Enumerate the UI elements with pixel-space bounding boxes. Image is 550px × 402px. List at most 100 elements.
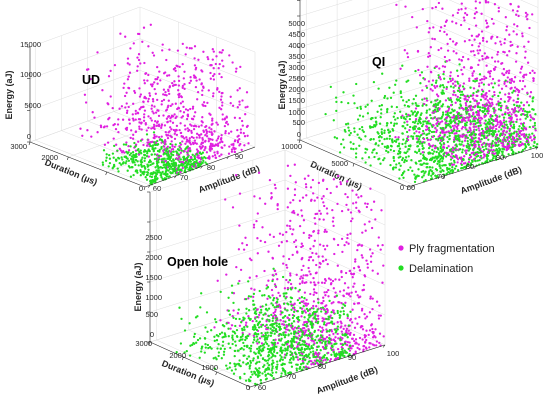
data-point-delamination: [261, 294, 264, 297]
data-point-delamination: [453, 161, 456, 164]
data-point-delamination: [161, 170, 164, 174]
data-point-delamination: [446, 168, 449, 171]
data-point-delamination: [427, 126, 431, 130]
data-point-ply-fragmentation: [466, 108, 470, 112]
data-point-ply-fragmentation: [485, 95, 489, 98]
data-point-ply-fragmentation: [468, 156, 471, 160]
data-point-ply-fragmentation: [310, 360, 313, 363]
data-point-ply-fragmentation: [411, 15, 414, 19]
data-point-delamination: [301, 362, 304, 365]
data-point-ply-fragmentation: [217, 66, 220, 70]
data-point-ply-fragmentation: [496, 116, 499, 119]
data-point-ply-fragmentation: [274, 273, 278, 276]
data-point-ply-fragmentation: [125, 141, 128, 144]
data-point-ply-fragmentation: [181, 62, 184, 66]
data-point-delamination: [499, 101, 502, 105]
data-point-delamination: [155, 157, 158, 160]
data-point-delamination: [492, 156, 495, 160]
data-point-ply-fragmentation: [186, 109, 190, 112]
data-point-ply-fragmentation: [460, 160, 464, 163]
data-point-ply-fragmentation: [166, 120, 169, 124]
data-point-delamination: [263, 346, 266, 349]
data-point-delamination: [256, 315, 259, 319]
data-point-ply-fragmentation: [369, 187, 372, 190]
wall-grid-line: [284, 299, 386, 346]
data-point-ply-fragmentation: [478, 49, 482, 52]
data-point-delamination: [346, 313, 349, 316]
data-point-ply-fragmentation: [244, 324, 248, 327]
data-point-ply-fragmentation: [467, 160, 471, 164]
data-point-ply-fragmentation: [195, 125, 198, 128]
data-point-ply-fragmentation: [345, 292, 348, 295]
data-point-delamination: [483, 134, 486, 137]
data-point-delamination: [244, 297, 248, 301]
data-point-ply-fragmentation: [454, 154, 458, 157]
data-point-delamination: [461, 93, 464, 96]
data-point-delamination: [191, 343, 194, 347]
data-point-delamination: [281, 311, 284, 314]
data-point-delamination: [529, 146, 532, 149]
data-point-delamination: [414, 101, 417, 105]
data-point-ply-fragmentation: [348, 341, 351, 344]
data-point-ply-fragmentation: [150, 107, 153, 110]
data-point-delamination: [422, 174, 425, 177]
data-point-ply-fragmentation: [101, 89, 104, 92]
data-point-delamination: [527, 104, 531, 107]
data-point-delamination: [139, 160, 142, 163]
data-point-delamination: [375, 123, 378, 126]
data-point-delamination: [426, 165, 429, 169]
data-point-delamination: [523, 110, 527, 113]
data-point-ply-fragmentation: [443, 55, 447, 59]
data-point-delamination: [243, 328, 246, 331]
data-point-delamination: [286, 302, 289, 305]
data-point-delamination: [497, 137, 500, 140]
data-point-ply-fragmentation: [376, 244, 380, 247]
data-point-delamination: [231, 342, 234, 346]
data-point-delamination: [499, 104, 503, 108]
data-point-ply-fragmentation: [463, 97, 466, 100]
data-point-ply-fragmentation: [474, 117, 478, 120]
data-point-delamination: [383, 131, 386, 135]
data-point-delamination: [466, 142, 470, 145]
data-point-delamination: [477, 154, 480, 158]
data-point-ply-fragmentation: [444, 110, 448, 113]
data-point-delamination: [247, 317, 250, 320]
data-point-delamination: [336, 325, 340, 328]
data-point-delamination: [283, 326, 286, 330]
data-point-delamination: [458, 143, 461, 146]
data-point-ply-fragmentation: [210, 147, 214, 151]
data-point-ply-fragmentation: [304, 302, 308, 305]
data-point-delamination: [446, 135, 449, 139]
data-point-delamination: [152, 150, 155, 153]
data-point-ply-fragmentation: [211, 144, 214, 147]
data-point-delamination: [416, 122, 420, 125]
data-point-delamination: [217, 351, 221, 354]
data-point-ply-fragmentation: [470, 152, 473, 155]
data-point-ply-fragmentation: [281, 322, 284, 326]
data-point-ply-fragmentation: [513, 76, 517, 79]
data-point-ply-fragmentation: [136, 65, 139, 68]
data-point-ply-fragmentation: [444, 20, 448, 24]
data-point-delamination: [428, 132, 431, 135]
data-point-ply-fragmentation: [503, 82, 506, 85]
data-point-ply-fragmentation: [324, 228, 327, 232]
data-point-delamination: [478, 109, 482, 112]
data-point-ply-fragmentation: [465, 13, 469, 17]
data-point-ply-fragmentation: [488, 142, 491, 146]
data-point-ply-fragmentation: [501, 144, 504, 147]
data-point-delamination: [366, 103, 369, 106]
data-point-ply-fragmentation: [509, 40, 512, 44]
data-point-ply-fragmentation: [213, 130, 216, 133]
data-point-delamination: [487, 138, 490, 141]
data-point-delamination: [417, 168, 420, 171]
data-point-ply-fragmentation: [483, 153, 486, 156]
data-point-ply-fragmentation: [286, 342, 289, 345]
data-point-ply-fragmentation: [336, 347, 340, 351]
data-point-ply-fragmentation: [440, 131, 444, 134]
data-point-ply-fragmentation: [220, 136, 223, 140]
data-point-delamination: [355, 147, 358, 150]
data-point-ply-fragmentation: [353, 326, 357, 329]
data-point-ply-fragmentation: [259, 239, 262, 243]
data-point-ply-fragmentation: [462, 107, 465, 111]
data-point-delamination: [461, 85, 465, 88]
